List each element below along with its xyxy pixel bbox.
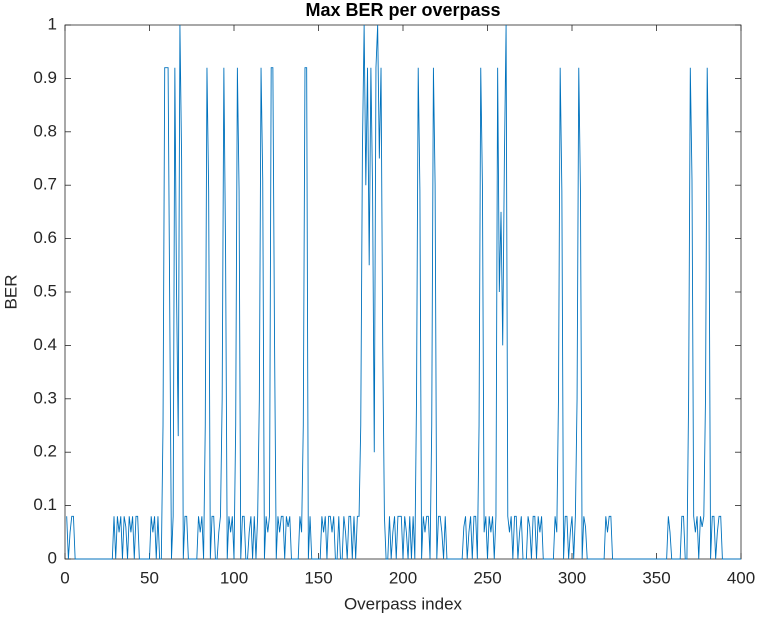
y-tick-label: 0.8: [33, 121, 57, 140]
y-tick-label: 0.5: [33, 281, 57, 300]
y-tick-label: 0.4: [33, 335, 57, 354]
x-tick-label: 250: [473, 568, 501, 587]
x-tick-label: 400: [727, 568, 755, 587]
y-tick-label: 0.7: [33, 175, 57, 194]
y-tick-label: 0.9: [33, 68, 57, 87]
chart-title: Max BER per overpass: [305, 0, 500, 20]
y-tick-label: 0.1: [33, 495, 57, 514]
axes-box: [64, 24, 742, 560]
y-axis-label: BER: [1, 275, 20, 310]
x-tick-label: 100: [220, 568, 248, 587]
x-tick-label: 0: [60, 568, 69, 587]
x-tick-label: 50: [140, 568, 159, 587]
x-axis-label: Overpass index: [344, 594, 463, 613]
y-tick-label: 0.3: [33, 388, 57, 407]
y-tick-label: 0.6: [33, 228, 57, 247]
y-tick-label: 1: [48, 14, 57, 33]
x-tick-label: 200: [389, 568, 417, 587]
x-tick-label: 350: [642, 568, 670, 587]
y-tick-label: 0.2: [33, 442, 57, 461]
x-tick-label: 150: [304, 568, 332, 587]
data-line: [66, 24, 741, 560]
y-tick-label: 0: [48, 548, 57, 567]
x-tick-label: 300: [558, 568, 586, 587]
